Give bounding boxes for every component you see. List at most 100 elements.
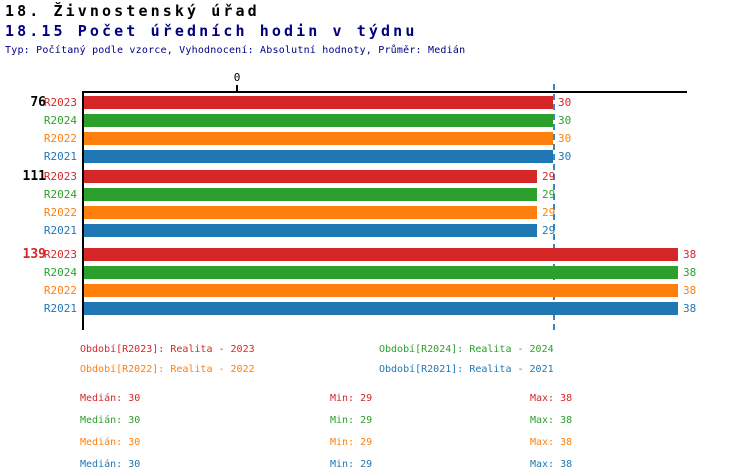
- bar: [84, 206, 537, 219]
- series-label: R2023: [43, 170, 77, 183]
- page-title: 18. Živnostenský úřad: [5, 2, 260, 20]
- bar-value-label: 38: [683, 302, 697, 315]
- bar-track: 30: [84, 114, 571, 127]
- bar: [84, 170, 537, 183]
- legend-label: Období[R2021]:: [379, 364, 464, 375]
- bar-track: 29: [84, 206, 555, 219]
- stat-median: Medián: 30: [80, 415, 141, 426]
- bar-row: R2024 38: [0, 266, 750, 279]
- legend-text: Realita - 2021: [469, 364, 554, 375]
- bar-value-label: 38: [683, 284, 697, 297]
- stat-median: Medián: 30: [80, 393, 141, 404]
- stat-max: Max: 38: [530, 415, 573, 426]
- legend-label: Období[R2023]:: [80, 344, 165, 355]
- legend-item-r2022: Období[R2022]: Realita - 2022: [80, 360, 379, 380]
- stat-min: Min: 29: [330, 437, 373, 448]
- series-label: R2022: [43, 206, 77, 219]
- series-label: R2024: [43, 266, 77, 279]
- legend-item-r2021: Období[R2021]: Realita - 2021: [379, 360, 554, 380]
- bar: [84, 132, 553, 145]
- bar-row: R2021 38: [0, 302, 750, 315]
- axis-origin-label: 0: [233, 71, 241, 84]
- legend-text: Realita - 2024: [469, 344, 554, 355]
- bar-value-label: 29: [542, 188, 556, 201]
- chart-subtitle: 18.15 Počet úředních hodin v týdnu: [5, 22, 418, 40]
- bar-row: R2024 29: [0, 188, 750, 201]
- bar-value-label: 29: [542, 206, 556, 219]
- bar: [84, 188, 537, 201]
- stat-row-r2024: Medián: 30 Min: 29 Max: 38: [80, 410, 720, 432]
- bar-value-label: 30: [558, 96, 572, 109]
- axis-origin-tick: [236, 85, 238, 92]
- bar-track: 29: [84, 224, 555, 237]
- bar-track: 30: [84, 132, 571, 145]
- series-label: R2024: [43, 188, 77, 201]
- bar-value-label: 29: [542, 224, 556, 237]
- stats-block: Medián: 30 Min: 29 Max: 38 Medián: 30 Mi…: [80, 388, 720, 476]
- bar-row: R2022 30: [0, 132, 750, 145]
- bar-value-label: 30: [558, 132, 572, 145]
- bar-track: 29: [84, 170, 555, 183]
- bar: [84, 248, 678, 261]
- series-label: R2023: [43, 96, 77, 109]
- median-line: [553, 84, 555, 330]
- stat-min: Min: 29: [330, 459, 373, 470]
- stat-median: Medián: 30: [80, 459, 141, 470]
- bar-value-label: 30: [558, 114, 572, 127]
- bar-group: 111 R2023 29 R2024 29 R2022 29 R2021 29: [0, 170, 750, 242]
- group-label: 76: [30, 95, 46, 110]
- legend-label: Období[R2022]:: [80, 364, 165, 375]
- bar-track: 30: [84, 96, 571, 109]
- stat-max: Max: 38: [530, 393, 573, 404]
- bar-row: R2023 30: [0, 96, 750, 109]
- bar-value-label: 38: [683, 266, 697, 279]
- bar-value-label: 38: [683, 248, 697, 261]
- legend-item-r2024: Období[R2024]: Realita - 2024: [379, 340, 554, 360]
- stat-max: Max: 38: [530, 437, 573, 448]
- bar-group: 139 R2023 38 R2024 38 R2022 38 R2021 38: [0, 248, 750, 320]
- bar-value-label: 30: [558, 150, 572, 163]
- group-label: 139: [22, 247, 46, 262]
- bar-row: R2023 38: [0, 248, 750, 261]
- stat-min: Min: 29: [330, 393, 373, 404]
- y-axis-line: [82, 91, 84, 330]
- stat-median: Medián: 30: [80, 437, 141, 448]
- bar-track: 30: [84, 150, 571, 163]
- bar: [84, 150, 553, 163]
- stat-row-r2021: Medián: 30 Min: 29 Max: 38: [80, 454, 720, 476]
- bar: [84, 266, 678, 279]
- bar-value-label: 29: [542, 170, 556, 183]
- bar-track: 38: [84, 302, 696, 315]
- bar-groups: 76 R2023 30 R2024 30 R2022 30 R2021 30 111 R2023 29…: [0, 96, 750, 326]
- bar-track: 38: [84, 248, 696, 261]
- bar-track: 38: [84, 284, 696, 297]
- bar-row: R2024 30: [0, 114, 750, 127]
- x-axis-line: [82, 91, 687, 93]
- bar-track: 38: [84, 266, 696, 279]
- bar-row: R2022 29: [0, 206, 750, 219]
- stat-row-r2022: Medián: 30 Min: 29 Max: 38: [80, 432, 720, 454]
- bar: [84, 114, 553, 127]
- series-label: R2022: [43, 284, 77, 297]
- chart-meta-line: Typ: Počítaný podle vzorce, Vyhodnocení:…: [5, 45, 466, 56]
- stat-row-r2023: Medián: 30 Min: 29 Max: 38: [80, 388, 720, 410]
- series-label: R2024: [43, 114, 77, 127]
- series-label: R2023: [43, 248, 77, 261]
- stat-min: Min: 29: [330, 415, 373, 426]
- legend-label: Období[R2024]:: [379, 344, 464, 355]
- legend-text: Realita - 2023: [170, 344, 255, 355]
- bar: [84, 224, 537, 237]
- series-label: R2021: [43, 302, 77, 315]
- bar-row: R2023 29: [0, 170, 750, 183]
- bar: [84, 96, 553, 109]
- bar: [84, 284, 678, 297]
- series-label: R2022: [43, 132, 77, 145]
- stat-max: Max: 38: [530, 459, 573, 470]
- bar-row: R2021 30: [0, 150, 750, 163]
- bar-track: 29: [84, 188, 555, 201]
- legend: Období[R2023]: Realita - 2023 Období[R20…: [80, 340, 554, 380]
- bar-row: R2022 38: [0, 284, 750, 297]
- bar-group: 76 R2023 30 R2024 30 R2022 30 R2021 30: [0, 96, 750, 168]
- bar-row: R2021 29: [0, 224, 750, 237]
